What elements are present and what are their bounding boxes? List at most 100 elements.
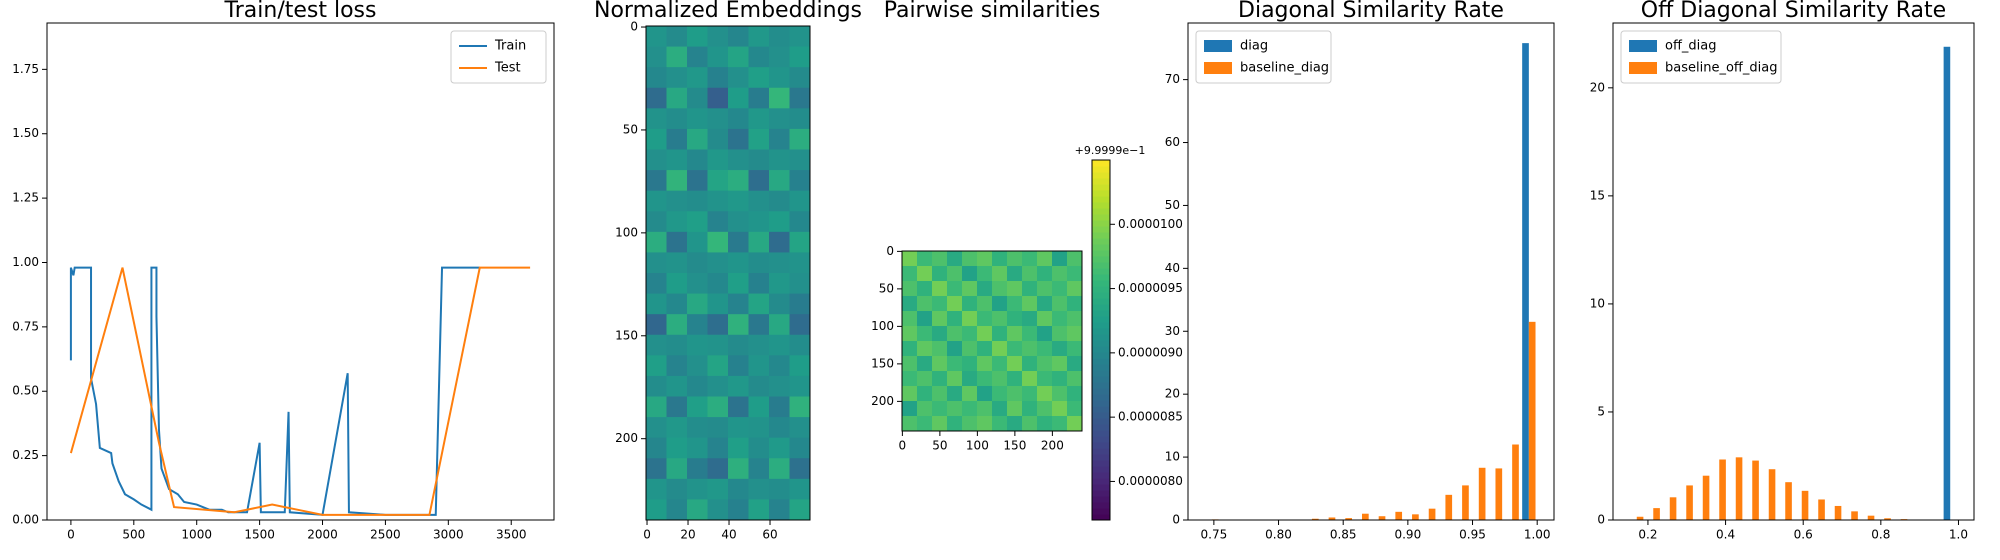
heatmap-cell <box>707 499 729 521</box>
heatmap-cell <box>789 355 811 377</box>
heatmap-cell <box>789 170 811 192</box>
x-tick-label: 500 <box>122 528 145 542</box>
heatmap-cell <box>707 26 729 47</box>
y-tick-label: 0 <box>886 244 894 258</box>
heatmap-cell <box>1052 386 1068 402</box>
histogram-bar <box>1884 518 1891 520</box>
heatmap-cell <box>769 499 790 521</box>
heatmap-cell <box>902 371 918 387</box>
heatmap-cell <box>992 281 1008 297</box>
colorbar-segment <box>1092 244 1110 251</box>
heatmap-cell <box>646 375 667 397</box>
legend-swatch <box>1204 62 1232 74</box>
heatmap-cell <box>748 355 770 377</box>
histogram-bar <box>1512 444 1519 520</box>
heatmap-cell <box>748 273 770 294</box>
colorbar-segment <box>1092 484 1110 491</box>
legend-label: Train <box>494 39 526 54</box>
heatmap-cell <box>769 396 790 418</box>
heatmap-cell <box>687 334 708 356</box>
heatmap-cell <box>789 293 811 315</box>
heatmap-cell <box>992 386 1008 402</box>
heatmap-cell <box>707 231 729 253</box>
heatmap-cell <box>917 311 933 327</box>
colorbar-segment <box>1092 370 1110 377</box>
heatmap-cell <box>687 211 708 233</box>
heatmap-cell <box>728 149 749 171</box>
heatmap-cell <box>789 499 811 521</box>
heatmap-cell <box>1052 356 1068 372</box>
colorbar-segment <box>1092 202 1110 209</box>
histogram-bar <box>1785 482 1792 520</box>
heatmap-cell <box>666 211 688 233</box>
heatmap-cell <box>666 396 688 418</box>
colorbar-segment <box>1092 352 1110 359</box>
heatmap-cell <box>748 128 770 150</box>
x-tick-label: 0.85 <box>1330 528 1357 542</box>
heatmap-cell <box>666 108 688 130</box>
heatmap-cell <box>748 478 770 500</box>
heatmap-cell <box>962 401 978 417</box>
heatmap-cell <box>728 170 749 192</box>
x-tick-label: 0.95 <box>1459 528 1486 542</box>
heatmap-cell <box>1007 401 1023 417</box>
heatmap-cell <box>1022 386 1038 402</box>
heatmap-cell <box>707 293 729 315</box>
heatmap-cell <box>646 314 667 336</box>
heatmap-cell <box>1052 251 1068 267</box>
histogram-bar <box>1735 457 1743 520</box>
heatmap-cell <box>1022 266 1038 282</box>
heatmap-cell <box>687 231 708 253</box>
colorbar-segment <box>1092 460 1110 467</box>
heatmap-cell <box>962 251 978 267</box>
x-tick-label: 0.4 <box>1716 528 1735 542</box>
x-tick-label: 0 <box>643 528 651 542</box>
colorbar-segment <box>1092 382 1110 389</box>
heatmap-cell <box>769 293 790 315</box>
heatmap-cell <box>789 190 811 212</box>
heatmap-cell <box>748 437 770 459</box>
heatmap-cell <box>1067 266 1083 282</box>
heatmap-cell <box>666 252 688 274</box>
heatmap-cell <box>1037 401 1053 417</box>
histogram-bar <box>1345 518 1353 520</box>
heatmap-cell <box>932 386 948 402</box>
histogram-bar <box>1528 321 1536 520</box>
heatmap-cell <box>769 478 790 500</box>
heatmap-cell <box>666 149 688 171</box>
histogram-bar <box>1395 511 1403 520</box>
colorbar-segment <box>1092 268 1110 275</box>
series-line <box>69 266 531 516</box>
y-tick-label: 0.75 <box>12 319 39 333</box>
heatmap-cell <box>748 458 770 480</box>
heatmap-cell <box>977 401 993 417</box>
y-tick-label: 1.75 <box>12 62 39 76</box>
heatmap-cell <box>917 341 933 357</box>
colorbar-segment <box>1092 376 1110 383</box>
heatmap-cell <box>687 375 708 397</box>
colorbar-tick-label: 0.0000100 <box>1118 217 1183 231</box>
heatmap-cell <box>728 458 749 480</box>
histogram-bar <box>1653 508 1660 520</box>
colorbar-segment <box>1092 502 1110 509</box>
colorbar-segment <box>1092 436 1110 443</box>
colorbar-segment <box>1092 292 1110 299</box>
heatmap-cell <box>789 273 811 294</box>
heatmap-cell <box>977 326 993 342</box>
colorbar-frame <box>1091 159 1111 521</box>
colorbar-segment <box>1092 490 1110 497</box>
colorbar-segment <box>1092 328 1110 335</box>
y-tick-label: 100 <box>871 319 894 333</box>
x-tick-label: 20 <box>680 528 695 542</box>
heatmap-cell <box>932 371 948 387</box>
heatmap-cell <box>646 67 667 89</box>
heatmap-cell <box>1022 341 1038 357</box>
heatmap-cell <box>789 108 811 130</box>
heatmap-cell <box>687 170 708 192</box>
heatmap-cell <box>707 149 729 171</box>
heatmap-cell <box>666 46 688 68</box>
heatmap-cell <box>1052 296 1068 312</box>
y-tick-label: 5 <box>1597 404 1605 418</box>
heatmap-cell <box>748 314 770 336</box>
histogram-bar <box>1495 468 1503 520</box>
